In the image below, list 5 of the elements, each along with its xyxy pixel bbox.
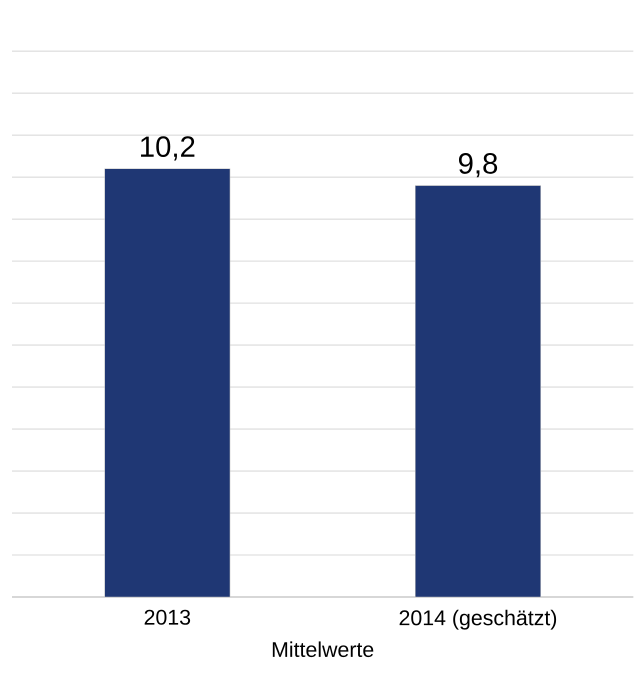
x-tick-label: 2014 (geschätzt): [400, 610, 556, 630]
x-tick-label: 2013: [144, 610, 190, 625]
data-label: 9,8: [458, 153, 498, 178]
x-axis-title: Mittelwerte: [272, 641, 374, 658]
data-label: 10,2: [141, 136, 194, 160]
